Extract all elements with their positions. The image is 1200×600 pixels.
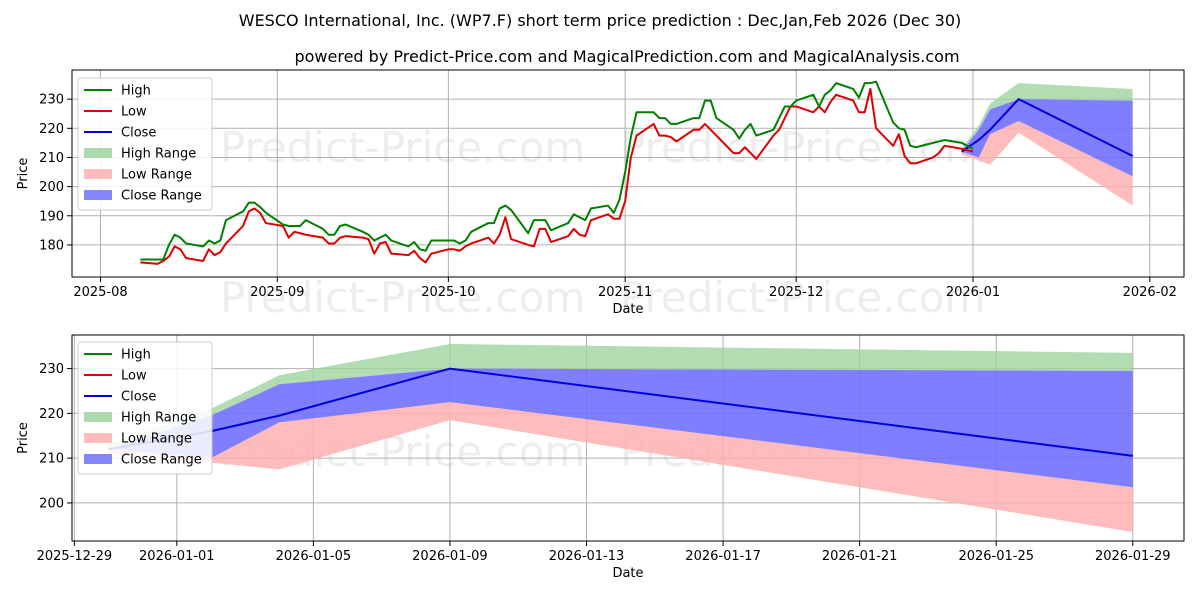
x-tick-label: 2025-11 bbox=[598, 285, 652, 300]
chart-title: WESCO International, Inc. (WP7.F) short … bbox=[239, 11, 962, 30]
y-tick-label: 200 bbox=[39, 180, 64, 195]
x-tick-label: 2025-10 bbox=[421, 285, 475, 300]
y-axis-label: Price bbox=[16, 422, 31, 454]
low-history-line bbox=[140, 87, 974, 265]
legend-swatch-high-range bbox=[84, 412, 112, 422]
legend-swatch-low-range bbox=[84, 433, 112, 443]
x-tick-label: 2026-01-13 bbox=[549, 549, 625, 564]
y-axis-label: Price bbox=[16, 158, 31, 190]
y-tick-label: 230 bbox=[39, 362, 64, 377]
x-tick-label: 2025-09 bbox=[250, 285, 304, 300]
watermark-top: Predict-Price.com Predict-Price.com bbox=[220, 123, 985, 172]
legend-swatch-close-range bbox=[84, 454, 112, 464]
x-tick-label: 2026-02 bbox=[1123, 285, 1177, 300]
legend-label-low-range: Low Range bbox=[121, 168, 192, 183]
y-tick-label: 200 bbox=[39, 496, 64, 511]
low-range-band bbox=[108, 402, 1133, 533]
legend-label-close-range: Close Range bbox=[121, 453, 202, 468]
y-tick-label: 210 bbox=[39, 452, 64, 467]
x-tick-label: 2026-01-29 bbox=[1095, 549, 1171, 564]
x-tick-label: 2025-12-29 bbox=[37, 549, 113, 564]
y-tick-label: 230 bbox=[39, 93, 64, 108]
legend-label-close: Close bbox=[121, 126, 156, 141]
low-range-band bbox=[961, 121, 1133, 206]
high-range-band bbox=[961, 83, 1133, 152]
chart-subtitle: powered by Predict-Price.com and Magical… bbox=[294, 47, 959, 66]
y-tick-label: 210 bbox=[39, 151, 64, 166]
x-tick-label: 2026-01-05 bbox=[276, 549, 352, 564]
plot-frame bbox=[71, 334, 1185, 542]
plot-frame bbox=[71, 69, 1185, 278]
close-range-band bbox=[108, 368, 1133, 488]
close-forecast-line bbox=[961, 97, 1134, 157]
watermark-text: Predict-Price.com bbox=[620, 123, 985, 172]
overview-panel: 2025-08 2025-09 2025-10 2025-11 2025-12 2026-… bbox=[16, 69, 1185, 317]
x-tick-label: 2025-08 bbox=[73, 285, 127, 300]
legend-label-high: High bbox=[121, 84, 151, 99]
legend-label-close-range: Close Range bbox=[121, 189, 202, 204]
high-history-line bbox=[140, 80, 974, 261]
y-tick-label: 180 bbox=[39, 238, 64, 253]
high-range-band bbox=[108, 343, 1133, 450]
y-tick-label: 220 bbox=[39, 407, 64, 422]
legend-swatch-high-range bbox=[84, 148, 112, 158]
x-tick-label: 2026-01-09 bbox=[412, 549, 488, 564]
legend-swatch-low-range bbox=[84, 169, 112, 179]
legend-label-low: Low bbox=[121, 369, 147, 384]
x-tick-label: 2026-01 bbox=[946, 285, 1000, 300]
x-axis-label: Date bbox=[612, 302, 643, 317]
watermark-text: Predict-Price.com bbox=[620, 273, 985, 322]
x-tick-label: 2026-01-17 bbox=[685, 549, 761, 564]
close-range-band bbox=[961, 99, 1133, 177]
legend-label-low-range: Low Range bbox=[121, 432, 192, 447]
x-tick-label: 2026-01-01 bbox=[139, 549, 215, 564]
legend-label-high-range: High Range bbox=[121, 411, 196, 426]
forecast-panel: 2025-12-29 2026-01-01 2026-01-05 2026-01-09… bbox=[16, 334, 1185, 581]
x-tick-label: 2025-12 bbox=[769, 285, 823, 300]
y-tick-label: 220 bbox=[39, 122, 64, 137]
y-tick-label: 190 bbox=[39, 209, 64, 224]
legend-label-high: High bbox=[121, 348, 151, 363]
legend-label-close: Close bbox=[121, 390, 156, 405]
watermark-text: Predict-Price.com bbox=[220, 123, 585, 172]
legend-swatch-close-range bbox=[84, 190, 112, 200]
legend-label-high-range: High Range bbox=[121, 147, 196, 162]
forecast-plot-area bbox=[108, 343, 1133, 533]
x-tick-label: 2026-01-21 bbox=[822, 549, 898, 564]
watermark-text: Predict-Price.com bbox=[220, 273, 585, 322]
legend-label-low: Low bbox=[121, 105, 147, 120]
x-tick-label: 2026-01-25 bbox=[958, 549, 1034, 564]
x-axis-label: Date bbox=[612, 566, 643, 581]
